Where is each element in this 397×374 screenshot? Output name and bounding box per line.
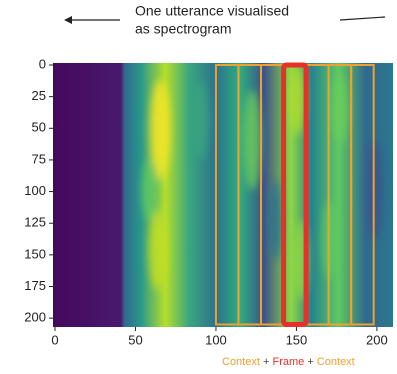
legend-item: + (263, 356, 269, 368)
x-tick-label: 0 (51, 332, 58, 347)
legend-item: Context (222, 356, 260, 368)
legend: Context + Frame + Context (222, 356, 355, 368)
x-tick-label: 200 (366, 332, 388, 347)
y-tick-label: 0 (39, 56, 46, 71)
arrow-head (64, 16, 72, 24)
y-tick-label: 150 (24, 246, 46, 261)
y-tick-label: 125 (24, 215, 46, 230)
y-tick-label: 75 (32, 151, 46, 166)
y-tick-label: 100 (24, 183, 46, 198)
context-window (350, 64, 375, 326)
y-tick-label: 200 (24, 310, 46, 325)
spectrogram-image (53, 63, 393, 327)
y-tick-label: 25 (32, 88, 46, 103)
frame-window (281, 62, 309, 327)
arrow (339, 16, 386, 21)
x-tick-label: 50 (128, 332, 142, 347)
legend-item: Frame (272, 356, 304, 368)
y-tick-label: 50 (32, 120, 46, 135)
title-line: as spectrogram (135, 21, 231, 37)
legend-item: + (307, 356, 313, 368)
legend-item: Context (317, 356, 355, 368)
x-tick-label: 150 (286, 332, 308, 347)
y-tick-label: 175 (24, 278, 46, 293)
x-tick-label: 100 (205, 332, 227, 347)
title-line: One utterance visualised (135, 3, 289, 19)
